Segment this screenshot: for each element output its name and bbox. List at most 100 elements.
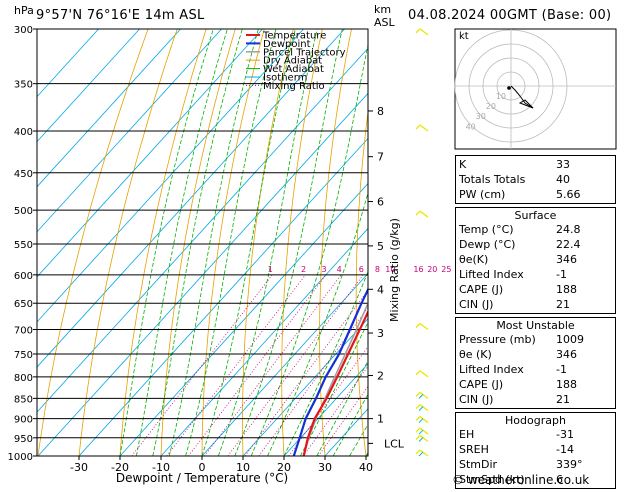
hodograph-index-label: StmSpd (kt): [459, 473, 525, 486]
most-unstable-index-row: θe (K) 346: [459, 347, 612, 362]
temperature-tick-label: 20: [277, 461, 291, 474]
credit: © weatheronline.co.uk: [452, 473, 590, 487]
hodograph-index-value: 6: [556, 473, 563, 486]
general-index-value: 40: [556, 173, 570, 186]
temperature-tick-label: -10: [152, 461, 170, 474]
isotherms: [37, 29, 368, 456]
wind-barb-flag: [415, 28, 421, 34]
mixing-ratio-label: 3: [322, 265, 327, 274]
isotherm-line: [37, 29, 181, 188]
surface-index-value: 346: [556, 253, 577, 266]
location-title: 9°57'N 76°16'E 14m ASL: [36, 8, 205, 23]
wind-barb-shaft: [419, 449, 429, 457]
asl-label: ASL: [374, 16, 396, 29]
wind-barb-flag: [418, 429, 424, 435]
pressure-tick-labels: 300 350 400 450 500 550 600 650 700 750 800 850 900 9…: [8, 25, 37, 463]
height-km-axis: 1 2 3 4 5 6 7 8 LCL: [368, 105, 405, 450]
km-tick-label: 4: [377, 283, 384, 296]
isotherm-line: [37, 29, 345, 368]
wind-barb-shaft: [419, 435, 429, 443]
legend-entry: Parcel Trajectory: [263, 47, 346, 58]
hodograph-index-row: EH -31: [459, 427, 612, 442]
surface-index-label: Temp (°C): [459, 223, 514, 236]
hodograph-kt-label: kt: [459, 31, 469, 42]
surface-index-label: Lifted Index: [459, 268, 524, 281]
hodograph-ring-label: 40: [466, 122, 476, 131]
wind-barb-shaft: [419, 416, 429, 424]
general-indices: K 33 Totals Totals 40 PW (cm) 5.66: [455, 155, 616, 204]
wind-barb-shaft: [419, 370, 429, 378]
wind-barb-shaft: [419, 210, 429, 218]
hodograph-index-label: SREH: [459, 443, 489, 456]
hodograph-frame: [454, 28, 617, 150]
wind-barb-shaft: [419, 391, 429, 399]
wind-barb-flag: [418, 451, 424, 457]
most-unstable-index-value: 346: [556, 348, 577, 361]
most-unstable-index-label: CAPE (J): [459, 378, 504, 391]
surface-index-value: 22.4: [556, 238, 581, 251]
dry-adiabat-line: [160, 29, 236, 456]
isotherm-line: [242, 318, 368, 456]
general-index-value: 5.66: [556, 188, 581, 201]
surface-indices: Surface Temp (°C) 24.8 Dewp (°C) 22.4 θe(K) 3…: [455, 207, 616, 314]
mixing-ratio-axis-label: Mixing Ratio (g/kg): [388, 218, 401, 322]
most-unstable-index-row: CAPE (J) 188: [459, 377, 612, 392]
pressure-tick-label: 350: [14, 80, 33, 91]
mixing-ratio-label: 25: [441, 265, 451, 274]
isotherm-line: [119, 182, 368, 456]
wind-barb-shaft: [419, 404, 429, 412]
isotherm-line: [37, 92, 368, 456]
most-unstable-index-value: -1: [556, 363, 567, 376]
wind-barb-shaft: [419, 322, 429, 331]
dewpoint-line: [292, 287, 368, 456]
surface-index-label: θe(K): [459, 253, 489, 266]
wind-barb: [415, 210, 429, 218]
isotherm-line: [37, 29, 222, 233]
wind-barb-flag: [415, 416, 421, 422]
legend-entry: Dry Adiabat: [263, 56, 322, 67]
temperature-tick-label: 10: [236, 461, 250, 474]
surface-index-row: θe(K) 346: [459, 252, 612, 267]
isotherm-line: [283, 363, 368, 456]
dry-adiabat-line: [426, 29, 448, 456]
wind-barb-flag: [415, 404, 421, 410]
hodograph-storm-motion: [507, 86, 511, 90]
most-unstable-indices: Most Unstable Pressure (mb) 1009 θe (K) 346…: [455, 317, 616, 409]
wind-barb-flag: [415, 370, 421, 376]
hodograph-arrow: [518, 99, 534, 109]
wind-barb-flag: [418, 437, 424, 442]
surface-index-value: 188: [556, 283, 577, 296]
most-unstable-index-label: Pressure (mb): [459, 333, 536, 346]
pressure-tick-label: 750: [14, 350, 33, 361]
wet-adiabat-line: [218, 29, 318, 456]
dry-adiabat-line: [37, 29, 149, 456]
isotherm-line: [37, 29, 263, 278]
km-tick-label: 2: [377, 370, 384, 383]
surface-index-value: 24.8: [556, 223, 581, 236]
pressure-tick-label: 500: [14, 206, 33, 217]
wind-barb-shaft: [419, 28, 429, 36]
surface-index-row: Temp (°C) 24.8: [459, 222, 612, 237]
mixing-ratio-label: 16: [413, 265, 423, 274]
pressure-tick-label: 700: [14, 326, 33, 337]
pressure-tick-label: 600: [14, 271, 33, 282]
most-unstable-index-row: Pressure (mb) 1009: [459, 332, 612, 347]
surface-index-row: CIN (J) 21: [459, 297, 612, 312]
wind-barb-flag: [415, 449, 421, 455]
pressure-tick-label: 400: [14, 127, 33, 138]
hodograph-index-row: StmDir 339°: [459, 457, 612, 472]
dry-adiabat-line: [281, 29, 323, 456]
pressure-tick-label: 850: [14, 394, 33, 405]
mixing-ratio-line: [303, 365, 368, 456]
mixing-ratio-label: 10: [385, 265, 395, 274]
mixing-ratio-line: [288, 346, 368, 456]
pressure-tick-label: 450: [14, 169, 33, 180]
most-unstable-index-value: 21: [556, 393, 570, 406]
wet-adiabat-line: [168, 29, 259, 456]
wind-barb: [415, 124, 429, 132]
wind-barb-flag: [418, 418, 424, 423]
wind-barb-flag: [415, 435, 421, 440]
wind-barb-flag: [415, 124, 421, 130]
wind-barb: [415, 370, 429, 378]
